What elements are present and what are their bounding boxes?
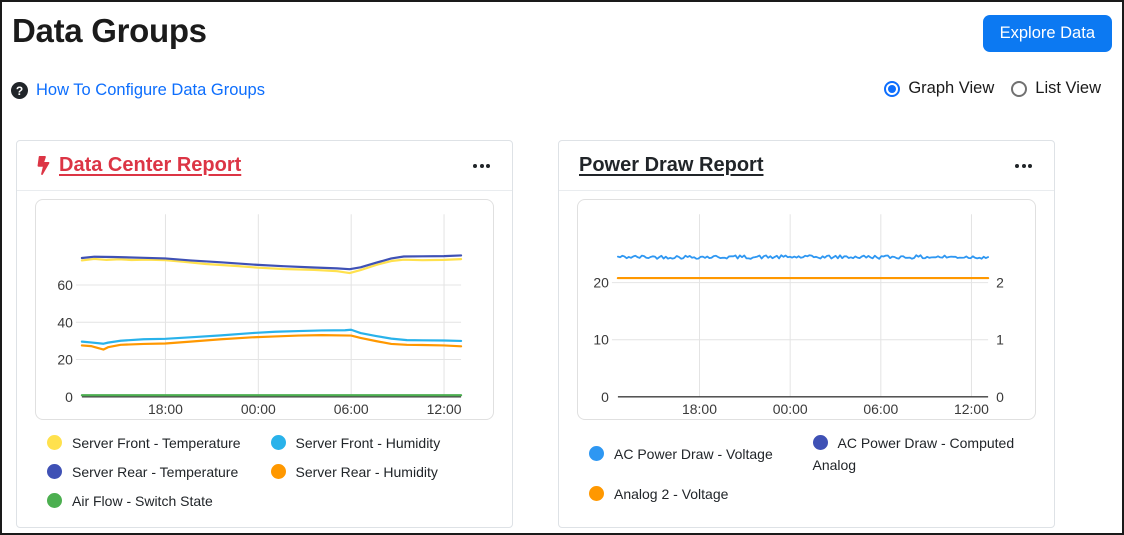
svg-text:12:00: 12:00: [427, 401, 462, 417]
svg-text:18:00: 18:00: [682, 401, 717, 417]
legend-label: Server Rear - Humidity: [295, 464, 438, 480]
card-header: Data Center Report: [17, 141, 512, 191]
legend-item[interactable]: Analog 2 - Voltage: [589, 483, 813, 505]
svg-text:40: 40: [57, 314, 73, 330]
ellipsis-icon: [1028, 163, 1032, 168]
legend-dot-icon: [589, 486, 604, 501]
question-circle-icon: ?: [11, 82, 28, 99]
bolt-icon: [37, 156, 50, 175]
svg-text:00:00: 00:00: [773, 401, 808, 417]
legend-item[interactable]: Server Front - Temperature: [47, 432, 271, 454]
legend-label: Server Front - Humidity: [295, 435, 441, 451]
view-toggle: Graph View List View: [884, 79, 1101, 98]
svg-text:18:00: 18:00: [148, 401, 183, 417]
svg-text:20: 20: [57, 352, 73, 368]
legend-dot-icon: [47, 493, 62, 508]
legend-label: AC Power Draw - Voltage: [614, 446, 773, 462]
svg-text:12:00: 12:00: [954, 401, 989, 417]
cards-row: Data Center Report 18:00 00:00 06:00 12:00 0…: [16, 140, 1055, 528]
data-center-legend: Server Front - Temperature Server Front -…: [47, 432, 494, 527]
ellipsis-icon: [1015, 163, 1019, 168]
svg-text:2: 2: [996, 275, 1004, 291]
legend-label: Server Rear - Temperature: [72, 464, 239, 480]
ellipsis-menu-button[interactable]: [471, 159, 492, 173]
legend-item[interactable]: AC Power Draw - Voltage: [589, 443, 813, 465]
legend-item[interactable]: AC Power Draw - Computed Analog: [812, 432, 1037, 476]
help-row: ? How To Configure Data Groups: [11, 81, 265, 100]
svg-text:60: 60: [57, 277, 73, 293]
svg-text:06:00: 06:00: [863, 401, 898, 417]
ellipsis-icon: [479, 163, 484, 168]
legend-dot-icon: [812, 435, 828, 450]
explore-data-button[interactable]: Explore Data: [982, 15, 1112, 52]
legend-item[interactable]: Server Rear - Humidity: [270, 461, 495, 483]
help-link[interactable]: How To Configure Data Groups: [36, 81, 265, 99]
svg-text:00:00: 00:00: [241, 401, 276, 417]
card-title-link[interactable]: Data Center Report: [59, 154, 242, 176]
page-title: Data Groups: [12, 12, 207, 49]
svg-text:0: 0: [601, 389, 609, 405]
radio-icon: [884, 80, 901, 97]
legend-item[interactable]: Air Flow - Switch State: [47, 490, 271, 512]
card-header: Power Draw Report: [559, 141, 1054, 191]
power-draw-chart[interactable]: 18:00 00:00 06:00 12:00 0 10 20 0 1 2: [577, 199, 1036, 420]
svg-text:0: 0: [996, 389, 1004, 405]
card-title-link[interactable]: Power Draw Report: [579, 154, 764, 176]
power-draw-legend: AC Power Draw - Voltage AC Power Draw - C…: [589, 432, 1036, 520]
radio-list-view[interactable]: List View: [1011, 79, 1101, 98]
legend-label: Air Flow - Switch State: [72, 493, 213, 509]
radio-icon: [1011, 80, 1028, 97]
card-power-draw-report: Power Draw Report 18:00 00:00 06:00 12:00 0 1…: [558, 140, 1055, 528]
ellipsis-icon: [1021, 163, 1026, 168]
legend-label: AC Power Draw - Computed Analog: [812, 435, 1015, 473]
svg-text:0: 0: [65, 389, 73, 405]
legend-label: Analog 2 - Voltage: [614, 486, 729, 502]
radio-label: Graph View: [908, 79, 995, 97]
legend-dot-icon: [270, 435, 286, 450]
ellipsis-icon: [473, 163, 477, 168]
data-center-chart[interactable]: 18:00 00:00 06:00 12:00 0 20 40 60: [35, 199, 494, 420]
card-data-center-report: Data Center Report 18:00 00:00 06:00 12:00 0…: [16, 140, 513, 528]
radio-graph-view[interactable]: Graph View: [884, 79, 994, 98]
svg-text:1: 1: [996, 332, 1004, 348]
svg-text:06:00: 06:00: [334, 401, 369, 417]
legend-item[interactable]: Server Rear - Temperature: [47, 461, 271, 483]
legend-dot-icon: [589, 446, 604, 461]
legend-item[interactable]: Server Front - Humidity: [270, 432, 495, 454]
radio-label: List View: [1035, 79, 1101, 97]
legend-label: Server Front - Temperature: [72, 435, 241, 451]
svg-text:20: 20: [593, 275, 609, 291]
legend-dot-icon: [47, 464, 62, 479]
svg-text:10: 10: [593, 332, 609, 348]
legend-dot-icon: [270, 464, 286, 479]
ellipsis-icon: [486, 163, 490, 168]
ellipsis-menu-button[interactable]: [1013, 159, 1034, 173]
legend-dot-icon: [47, 435, 62, 450]
